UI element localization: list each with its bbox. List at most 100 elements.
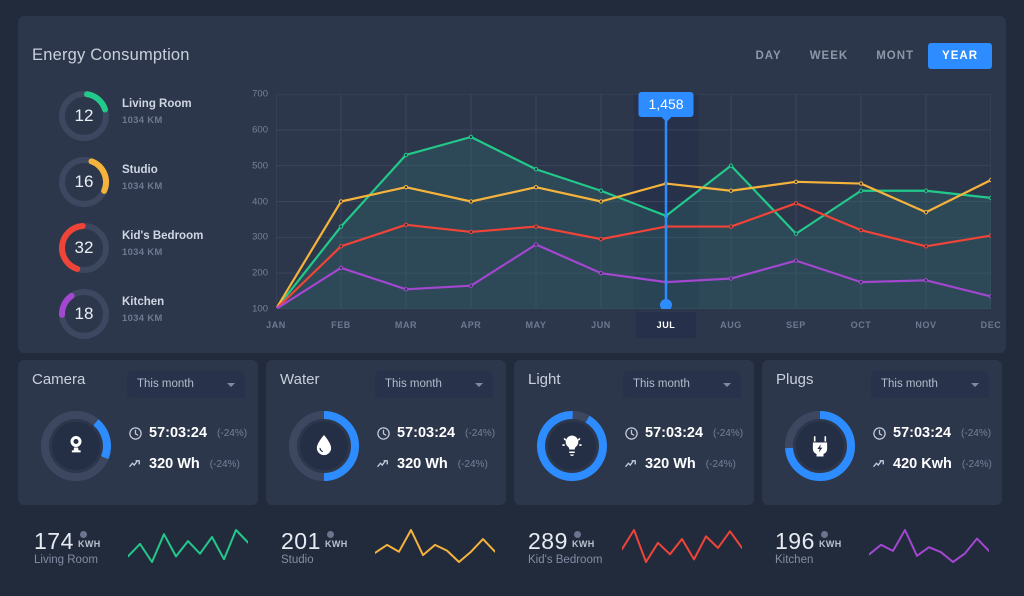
y-axis-tick: 400 xyxy=(252,196,268,207)
x-axis-tick-sep[interactable]: SEP xyxy=(786,320,806,330)
sparkline-graph xyxy=(622,529,742,563)
period-select-value: This month xyxy=(881,378,938,390)
room-subtitle: 1034 KM xyxy=(122,247,163,258)
period-select[interactable]: This month xyxy=(871,371,989,398)
energy-metric: 320 Wh (-24%) xyxy=(624,456,736,472)
device-card-plugs: Plugs This month 57:03:24 (-24%) 420 Kwh (-24… xyxy=(762,360,1002,505)
runtime-metric: 57:03:24 (-24%) xyxy=(376,425,495,441)
water-drop-icon xyxy=(286,408,362,484)
trend-up-icon xyxy=(129,459,140,467)
energy-metric: 320 Wh (-24%) xyxy=(376,456,488,472)
period-tab-group[interactable]: DAY WEEK MONT YEAR xyxy=(741,43,992,69)
y-axis-tick: 100 xyxy=(252,303,268,315)
period-select[interactable]: This month xyxy=(127,371,245,398)
room-sparkline-row: 174 KWH Living Room 201 KWH Studio 289 KWH Kid's… xyxy=(18,512,1006,582)
room-name: Kid's Bedroom xyxy=(122,230,204,242)
runtime-delta: (-24%) xyxy=(217,427,248,439)
trend-up-icon xyxy=(873,459,884,467)
y-axis-tick: 200 xyxy=(252,267,268,279)
x-axis-tick-jul[interactable]: JUL xyxy=(636,312,696,338)
period-tab-day[interactable]: DAY xyxy=(755,50,782,62)
y-axis-tick: 600 xyxy=(252,124,268,136)
x-axis-tick-oct[interactable]: OCT xyxy=(850,320,872,330)
y-axis-tick: 700 xyxy=(252,88,268,100)
room-subtitle: 1034 KM xyxy=(122,181,163,192)
sparkline-graph xyxy=(128,529,248,563)
x-axis-tick-jun[interactable]: JUN xyxy=(591,320,611,330)
room-item[interactable]: 32 Kid's Bedroom 1034 KM xyxy=(40,216,225,282)
y-axis-tick: 300 xyxy=(252,231,268,243)
chart-tooltip: 1,458 xyxy=(638,92,694,122)
card-title: Camera xyxy=(32,371,86,388)
chevron-down-icon xyxy=(971,383,979,387)
period-select[interactable]: This month xyxy=(375,371,493,398)
energy-value: 420 Kwh xyxy=(893,456,952,472)
unit-dot-icon xyxy=(821,531,828,538)
sparkline-unit: KWH xyxy=(572,539,595,549)
period-tab-week[interactable]: WEEK xyxy=(809,50,849,62)
device-card-row: Camera This month 57:03:24 (-24%) 320 Wh (-24… xyxy=(18,360,1006,505)
sparkline-graph xyxy=(869,529,989,563)
chart-x-axis[interactable]: JAN FEB MAR APR MAY JUN JUL AUG SEP OCT NOV DEC xyxy=(266,312,1001,340)
energy-delta: (-24%) xyxy=(705,458,736,470)
x-axis-tick-may[interactable]: MAY xyxy=(525,320,547,330)
panel-header: Energy Consumption DAY WEEK MONT YEAR xyxy=(18,16,1006,69)
chevron-down-icon xyxy=(227,383,235,387)
room-sparkline: 196 KWH Kitchen xyxy=(759,512,1006,582)
energy-consumption-panel: Energy Consumption DAY WEEK MONT YEAR 12 Liv… xyxy=(18,16,1006,353)
device-card-light: Light This month 57:03:24 (-24%) 320 Wh (-24%… xyxy=(514,360,754,505)
sparkline-unit: KWH xyxy=(78,539,101,549)
runtime-value: 57:03:24 xyxy=(893,425,952,441)
energy-value: 320 Wh xyxy=(149,456,200,472)
clock-icon xyxy=(129,426,142,440)
x-axis-tick-jan[interactable]: JAN xyxy=(266,320,286,330)
energy-delta: (-24%) xyxy=(961,458,992,470)
runtime-value: 57:03:24 xyxy=(397,425,456,441)
sparkline-label: Living Room xyxy=(34,554,98,566)
x-axis-tick-aug[interactable]: AUG xyxy=(720,320,742,330)
card-title: Plugs xyxy=(776,371,814,388)
sparkline-label: Studio xyxy=(281,554,314,566)
chevron-down-icon xyxy=(475,383,483,387)
sparkline-value: 196 xyxy=(775,528,815,554)
sparkline-value: 289 xyxy=(528,528,568,554)
room-item[interactable]: 18 Kitchen 1034 KM xyxy=(40,282,225,348)
energy-metric: 420 Kwh (-24%) xyxy=(872,456,992,472)
room-value: 32 xyxy=(74,238,94,257)
device-card-water: Water This month 57:03:24 (-24%) 320 Wh (-24%… xyxy=(266,360,506,505)
unit-dot-icon xyxy=(80,531,87,538)
y-axis-tick: 500 xyxy=(252,160,268,172)
clock-icon xyxy=(873,426,886,440)
trend-up-icon xyxy=(377,459,388,467)
room-subtitle: 1034 KM xyxy=(122,313,163,324)
room-value: 12 xyxy=(74,106,94,125)
room-sparkline: 289 KWH Kid's Bedroom xyxy=(512,512,759,582)
room-progress-ring xyxy=(58,156,110,208)
unit-dot-icon xyxy=(574,531,581,538)
x-axis-tick-nov[interactable]: NOV xyxy=(915,320,937,330)
room-name: Kitchen xyxy=(122,296,165,308)
x-axis-tick-mar[interactable]: MAR xyxy=(394,320,418,330)
room-name: Living Room xyxy=(122,98,192,110)
room-progress-ring xyxy=(58,288,110,340)
sparkline-value: 174 xyxy=(34,528,74,554)
room-progress-ring xyxy=(58,222,110,274)
energy-delta: (-24%) xyxy=(457,458,488,470)
room-item[interactable]: 16 Studio 1034 KM xyxy=(40,150,225,216)
clock-icon xyxy=(625,426,638,440)
period-tab-year[interactable]: YEAR xyxy=(928,43,992,69)
usage-gauge xyxy=(782,408,858,484)
runtime-delta: (-24%) xyxy=(465,427,496,439)
x-axis-tick-dec[interactable]: DEC xyxy=(980,320,1002,330)
runtime-delta: (-24%) xyxy=(961,427,992,439)
sparkline-value: 201 xyxy=(281,528,321,554)
x-axis-tick-apr[interactable]: APR xyxy=(460,320,482,330)
room-item[interactable]: 12 Living Room 1034 KM xyxy=(40,84,225,150)
period-select[interactable]: This month xyxy=(623,371,741,398)
x-axis-tick-feb[interactable]: FEB xyxy=(331,320,351,330)
period-select-value: This month xyxy=(633,378,690,390)
period-tab-mont[interactable]: MONT xyxy=(876,50,915,62)
sparkline-unit: KWH xyxy=(819,539,842,549)
energy-delta: (-24%) xyxy=(209,458,240,470)
